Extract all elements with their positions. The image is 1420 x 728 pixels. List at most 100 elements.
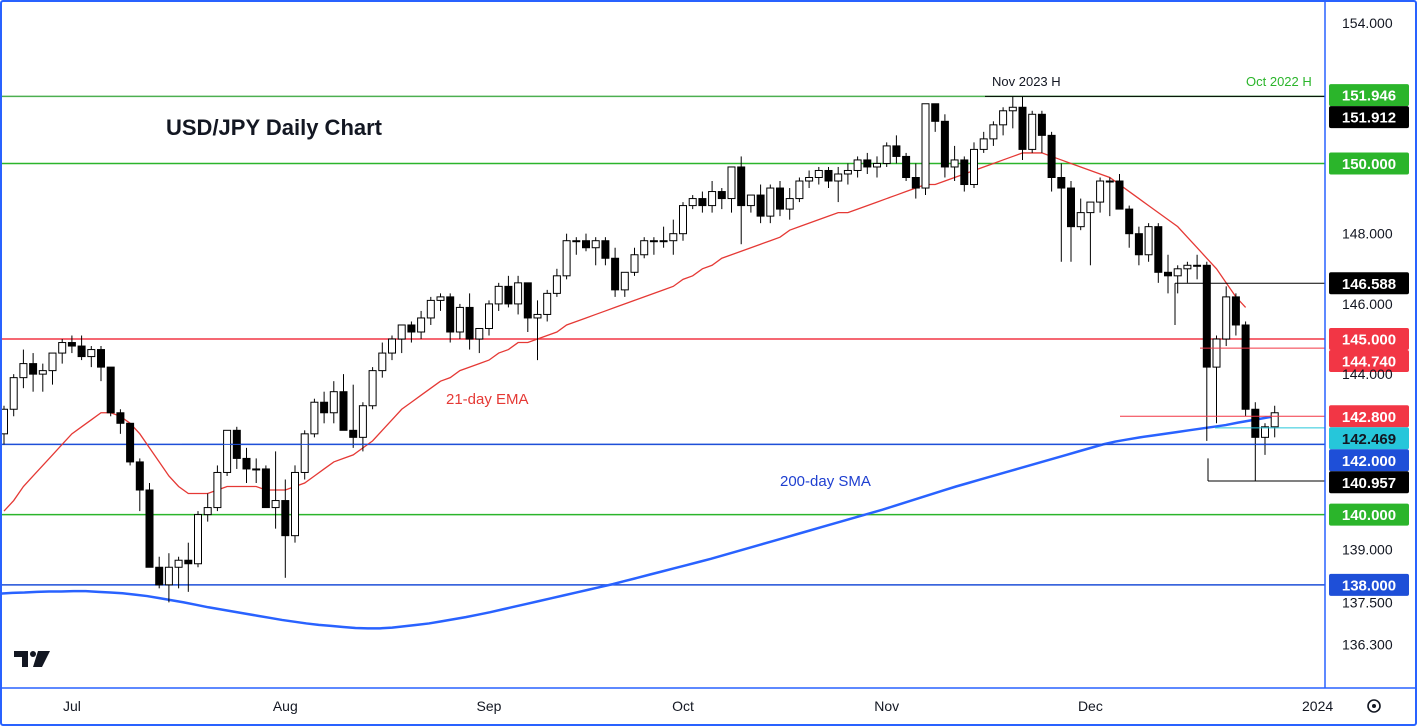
candle [1231, 293, 1240, 336]
price-label-146.588: 146.588 [1329, 272, 1409, 295]
candle [688, 195, 697, 210]
candle-body [465, 306, 474, 340]
candle [135, 458, 144, 512]
candle-body [126, 422, 135, 463]
candle [911, 163, 920, 199]
candle-body [756, 194, 765, 217]
candle-body [630, 254, 639, 273]
candle [717, 188, 726, 210]
x-tick-label: Jul [63, 698, 81, 714]
candle-body [1086, 201, 1095, 214]
candle [572, 237, 581, 255]
candle-body [320, 401, 329, 414]
candle-body [1270, 412, 1279, 428]
candle [407, 321, 416, 343]
candle-body [485, 303, 493, 329]
candle-body [1076, 212, 1085, 228]
candle [708, 181, 717, 213]
candle [746, 194, 755, 213]
annotation-21-day-ema: 21-day EMA [446, 391, 529, 408]
candle-body [378, 352, 387, 372]
candle [310, 398, 319, 438]
candle-body [1183, 264, 1192, 270]
candle [1086, 201, 1095, 266]
price-label-box [1329, 573, 1409, 596]
candle-body [1018, 106, 1027, 150]
x-tick-label: Aug [273, 698, 298, 714]
y-tick-label: 154.000 [1342, 15, 1393, 31]
price-label-box [1329, 272, 1409, 295]
candle [194, 511, 202, 568]
candle-body [698, 198, 707, 207]
sma-200-line [0, 415, 1275, 630]
settings-gear-icon[interactable] [1367, 699, 1381, 713]
candle-body [766, 187, 775, 217]
candle-body [417, 317, 426, 333]
candle-body [543, 292, 552, 315]
candle-body [708, 191, 717, 207]
y-tick-label: 136.300 [1342, 637, 1393, 653]
candle [126, 422, 135, 466]
candle [737, 156, 746, 245]
candle-body [1008, 106, 1017, 112]
candle [1125, 205, 1134, 248]
candle [1008, 96, 1017, 129]
x-tick-label: Dec [1078, 698, 1103, 714]
candle [426, 296, 435, 325]
candle-body [19, 363, 28, 379]
candle-body [688, 198, 697, 207]
annotation-oct-2022-high: Oct 2022 H [1246, 74, 1312, 89]
candle-body [979, 138, 988, 150]
price-label-text: 142.469 [1342, 431, 1396, 448]
candle-body [494, 285, 503, 305]
price-label-text: 150.000 [1342, 156, 1396, 173]
candle [863, 152, 872, 174]
price-label-text: 146.588 [1342, 276, 1396, 293]
candle-body [368, 370, 377, 407]
candle-body [1173, 268, 1182, 277]
candle [873, 156, 881, 178]
candle-body [824, 169, 833, 182]
candle [1096, 177, 1105, 213]
price-label-box [1329, 350, 1409, 373]
candle [1251, 402, 1260, 482]
candle [601, 237, 610, 266]
candle [620, 271, 629, 297]
candle [902, 152, 911, 182]
candle-body [1047, 134, 1056, 179]
y-tick-label: 146.000 [1342, 296, 1393, 312]
candle-body [135, 461, 144, 491]
candle [455, 303, 464, 340]
candle [582, 233, 590, 252]
candle [87, 346, 96, 368]
candle [320, 391, 329, 424]
tradingview-logo[interactable] [14, 651, 50, 667]
candle-body [533, 313, 542, 319]
candle [261, 465, 270, 509]
candle [940, 114, 949, 178]
candle-body [97, 349, 105, 368]
price-label-140.957: 140.957 [1329, 471, 1409, 494]
candle [1173, 265, 1182, 294]
candle [339, 374, 348, 431]
price-label-142.469: 142.469 [1329, 427, 1409, 450]
candle-body [397, 324, 406, 340]
candle-body [601, 240, 610, 259]
candle [970, 142, 978, 189]
candle [950, 145, 959, 182]
candle [164, 553, 173, 603]
candle-body [1261, 426, 1269, 438]
candle-body [164, 566, 173, 586]
candle [174, 556, 183, 589]
ema-21-line [3, 152, 1247, 512]
candle [892, 135, 901, 164]
candle-body [931, 103, 940, 122]
candle-body [1231, 296, 1240, 326]
candle-body [174, 559, 183, 568]
candle [349, 384, 358, 448]
candle-body [281, 500, 290, 537]
candle [271, 451, 280, 529]
candle-body [640, 240, 649, 256]
candle-body [339, 391, 348, 431]
candle-body [727, 166, 736, 200]
